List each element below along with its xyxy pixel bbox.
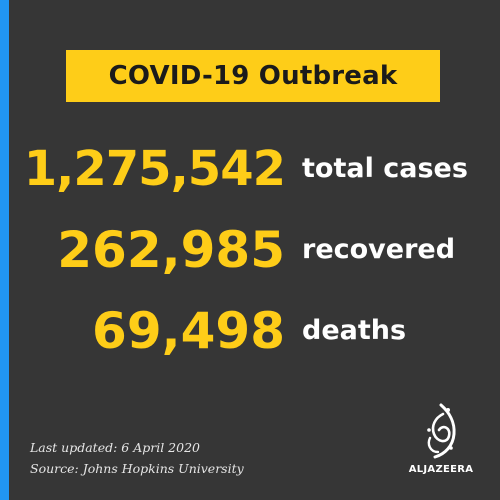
deaths-value: 69,498 (92, 302, 285, 360)
stat-row-total-cases: 1,275,542 total cases (0, 141, 500, 197)
title-banner: COVID-19 Outbreak (66, 50, 440, 102)
al-jazeera-calligraphy-logo-icon (427, 403, 456, 459)
last-updated-text: Last updated: 6 April 2020 (30, 440, 200, 455)
recovered-value: 262,985 (57, 221, 285, 279)
total-cases-label: total cases (302, 153, 468, 184)
al-jazeera-wordmark: ALJAZEERA (408, 464, 474, 475)
page-title: COVID-19 Outbreak (108, 61, 398, 91)
stat-row-recovered: 262,985 recovered (0, 222, 500, 278)
total-cases-value: 1,275,542 (23, 141, 286, 197)
stat-row-deaths: 69,498 deaths (0, 303, 500, 359)
deaths-label: deaths (302, 315, 407, 346)
source-text: Source: Johns Hopkins University (30, 461, 244, 476)
left-accent-bar (0, 0, 9, 500)
recovered-label: recovered (302, 234, 456, 265)
al-jazeera-logo: ALJAZEERA (408, 402, 474, 482)
